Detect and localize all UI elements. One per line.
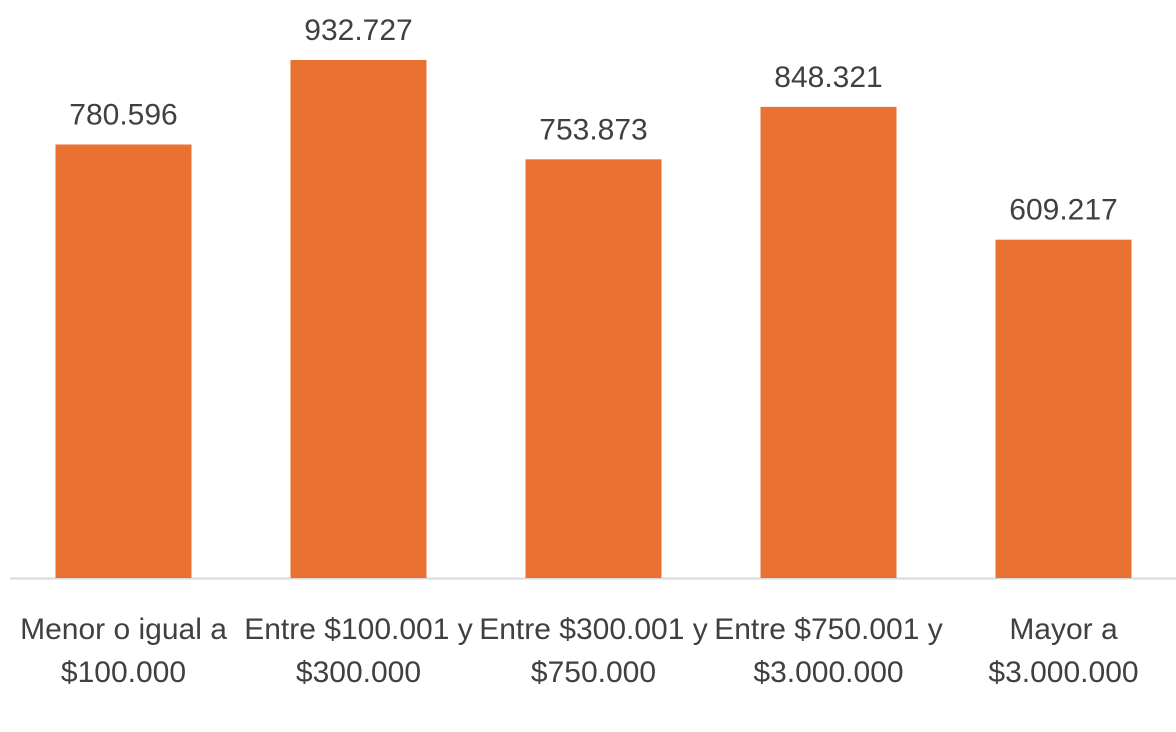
data-label: 609.217 [1009,194,1117,227]
x-tick-label: Mayor a $3.000.000 [988,613,1139,689]
x-tick-label: Menor o igual a $100.000 [20,613,227,689]
x-tick-label: Entre $100.001 y $300.000 [244,613,473,689]
bar [290,60,427,578]
data-label: 753.873 [539,113,647,146]
bar [525,159,662,578]
x-tick-label: Entre $750.001 y $3.000.000 [714,613,943,689]
data-label: 848.321 [774,61,882,94]
bar [995,239,1132,578]
data-label: 780.596 [69,98,177,131]
data-label: 932.727 [304,14,412,47]
bar [760,106,897,578]
x-tick-label: Entre $300.001 y $750.000 [479,613,708,689]
bar [55,144,192,578]
